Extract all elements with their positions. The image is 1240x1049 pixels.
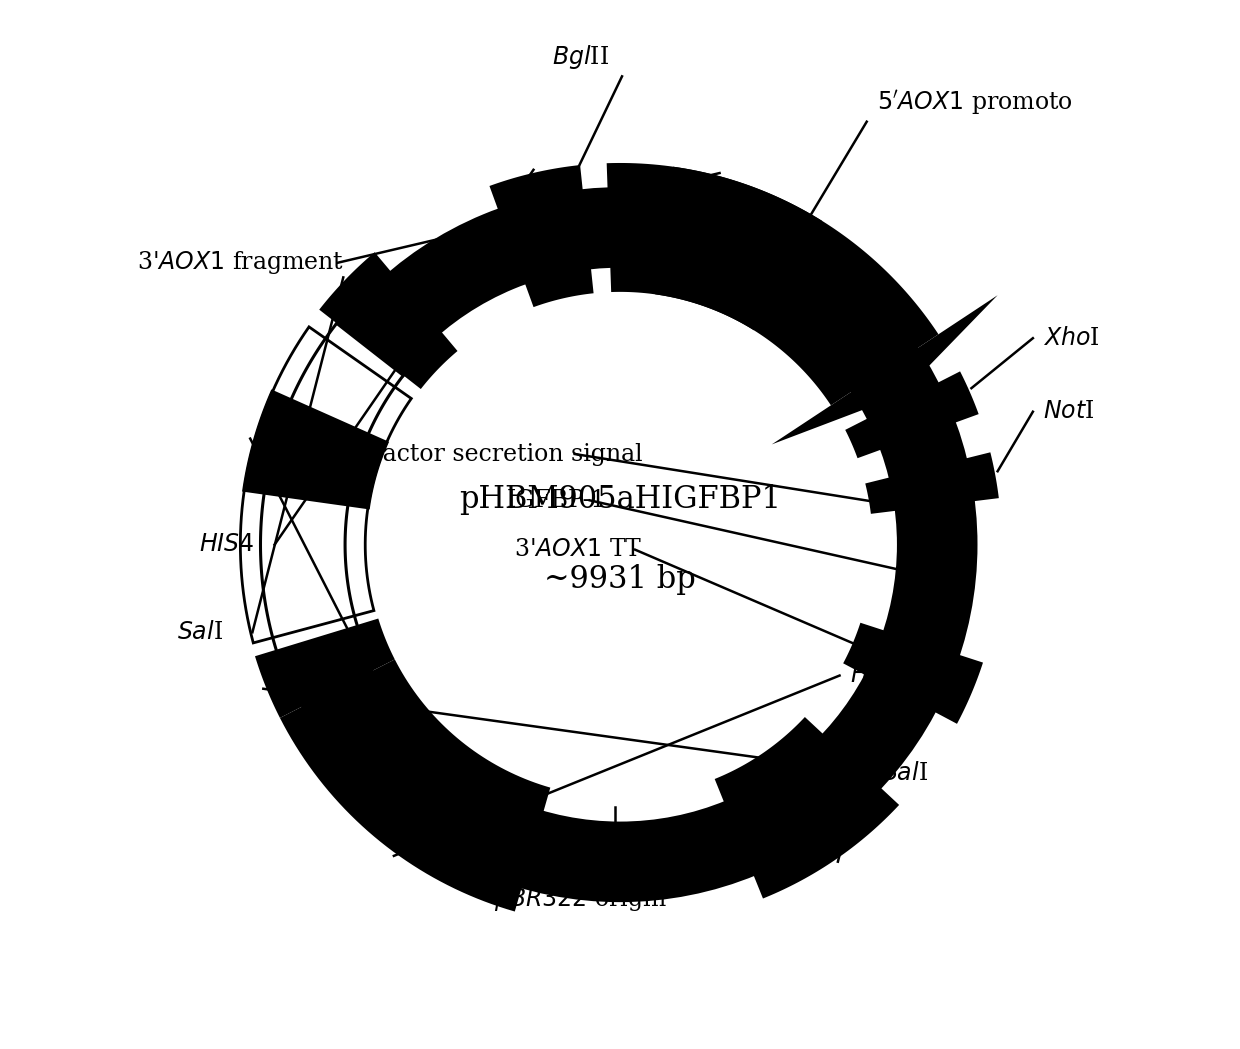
Text: $\mathit{Bgl}$II: $\mathit{Bgl}$II: [552, 43, 609, 71]
Polygon shape: [892, 411, 934, 475]
Text: $\mathit{5'AOX1}$ promoto: $\mathit{5'AOX1}$ promoto: [877, 88, 1073, 116]
Text: pHBM905aHIGFBP1: pHBM905aHIGFBP1: [459, 484, 781, 515]
Polygon shape: [874, 373, 920, 438]
Text: $\mathit{Amp}$R: $\mathit{Amp}$R: [353, 745, 429, 772]
Text: 3'$\mathit{AOX1}$ fragment: 3'$\mathit{AOX1}$ fragment: [136, 250, 343, 276]
Text: $\mathit{HIS4}$: $\mathit{HIS4}$: [849, 664, 905, 687]
Polygon shape: [255, 619, 394, 718]
Polygon shape: [866, 452, 999, 514]
Polygon shape: [846, 371, 978, 458]
Text: $\mathit{pBR322}$ origin: $\mathit{pBR322}$ origin: [494, 885, 667, 913]
Polygon shape: [714, 718, 899, 899]
Polygon shape: [490, 165, 594, 307]
Text: $\mathit{Not}$I: $\mathit{Not}$I: [1043, 401, 1095, 423]
Wedge shape: [254, 320, 408, 669]
Polygon shape: [843, 623, 983, 724]
Text: $\mathit{HIS4}$: $\mathit{HIS4}$: [200, 533, 254, 556]
Text: $\mathit{Sal}$I: $\mathit{Sal}$I: [177, 621, 223, 644]
Polygon shape: [242, 389, 389, 510]
Wedge shape: [263, 187, 977, 902]
Text: $\mathit{Sal}$I: $\mathit{Sal}$I: [882, 762, 928, 785]
Polygon shape: [904, 450, 947, 514]
Text: $\mathit{HIS4}$: $\mathit{HIS4}$: [913, 599, 967, 622]
Polygon shape: [241, 327, 412, 643]
Polygon shape: [655, 167, 939, 405]
Text: Factor secretion signal: Factor secretion signal: [368, 443, 642, 466]
Text: 3'$\mathit{AOX1}$ TT: 3'$\mathit{AOX1}$ TT: [515, 538, 642, 561]
Polygon shape: [280, 660, 551, 912]
Text: ~9931 bp: ~9931 bp: [544, 564, 696, 596]
Text: IGFBP-1: IGFBP-1: [507, 489, 606, 512]
Polygon shape: [771, 295, 998, 445]
Text: $\mathit{Xho}$I: $\mathit{Xho}$I: [1043, 326, 1100, 349]
Polygon shape: [606, 163, 822, 330]
Polygon shape: [319, 252, 458, 389]
